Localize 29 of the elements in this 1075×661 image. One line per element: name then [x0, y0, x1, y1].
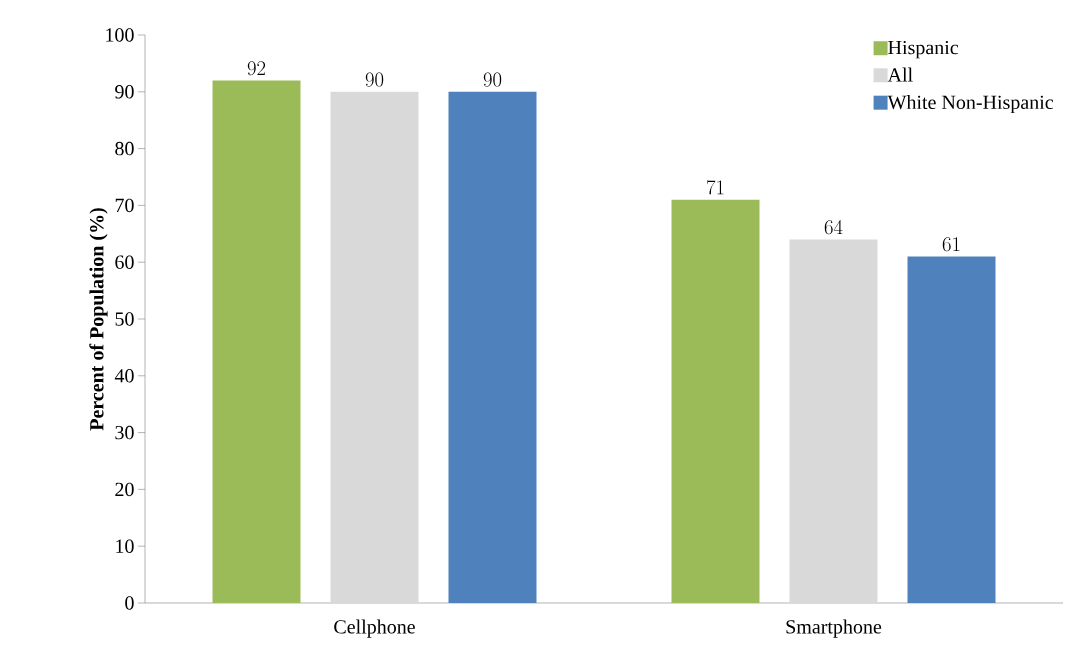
y-tick-label: 20 — [115, 482, 134, 497]
bar — [671, 199, 760, 603]
data-label: 92 — [247, 61, 266, 76]
legend-label: All — [887, 67, 913, 82]
y-tick-label: 50 — [115, 312, 134, 326]
bar — [789, 239, 878, 603]
y-tick-label: 100 — [106, 28, 134, 42]
y-tick-label: 30 — [115, 425, 134, 440]
bar — [448, 91, 537, 603]
x-tick-label: Smartphone — [786, 619, 882, 638]
bar — [212, 80, 301, 603]
x-tick-label: Cellphone — [334, 619, 415, 638]
bar — [907, 256, 996, 603]
data-label: 61 — [942, 237, 960, 252]
data-label: 90 — [365, 72, 384, 87]
data-label: 71 — [706, 180, 724, 195]
legend-label: White Non-Hispanic — [887, 94, 1054, 114]
y-tick-label: 60 — [115, 255, 134, 269]
y-tick-label: 90 — [115, 85, 134, 99]
legend-label: Hispanic — [888, 40, 959, 59]
y-tick-label: 80 — [115, 141, 134, 156]
bar — [330, 91, 419, 603]
data-label: 90 — [483, 72, 502, 87]
y-tick-label: 40 — [114, 369, 134, 383]
y-axis-title: Percent of Population (%) — [89, 208, 108, 431]
data-label: 64 — [824, 220, 843, 235]
y-tick-label: 0 — [125, 596, 134, 610]
y-tick-label: 10 — [116, 539, 134, 553]
y-tick-label: 70 — [115, 198, 134, 213]
